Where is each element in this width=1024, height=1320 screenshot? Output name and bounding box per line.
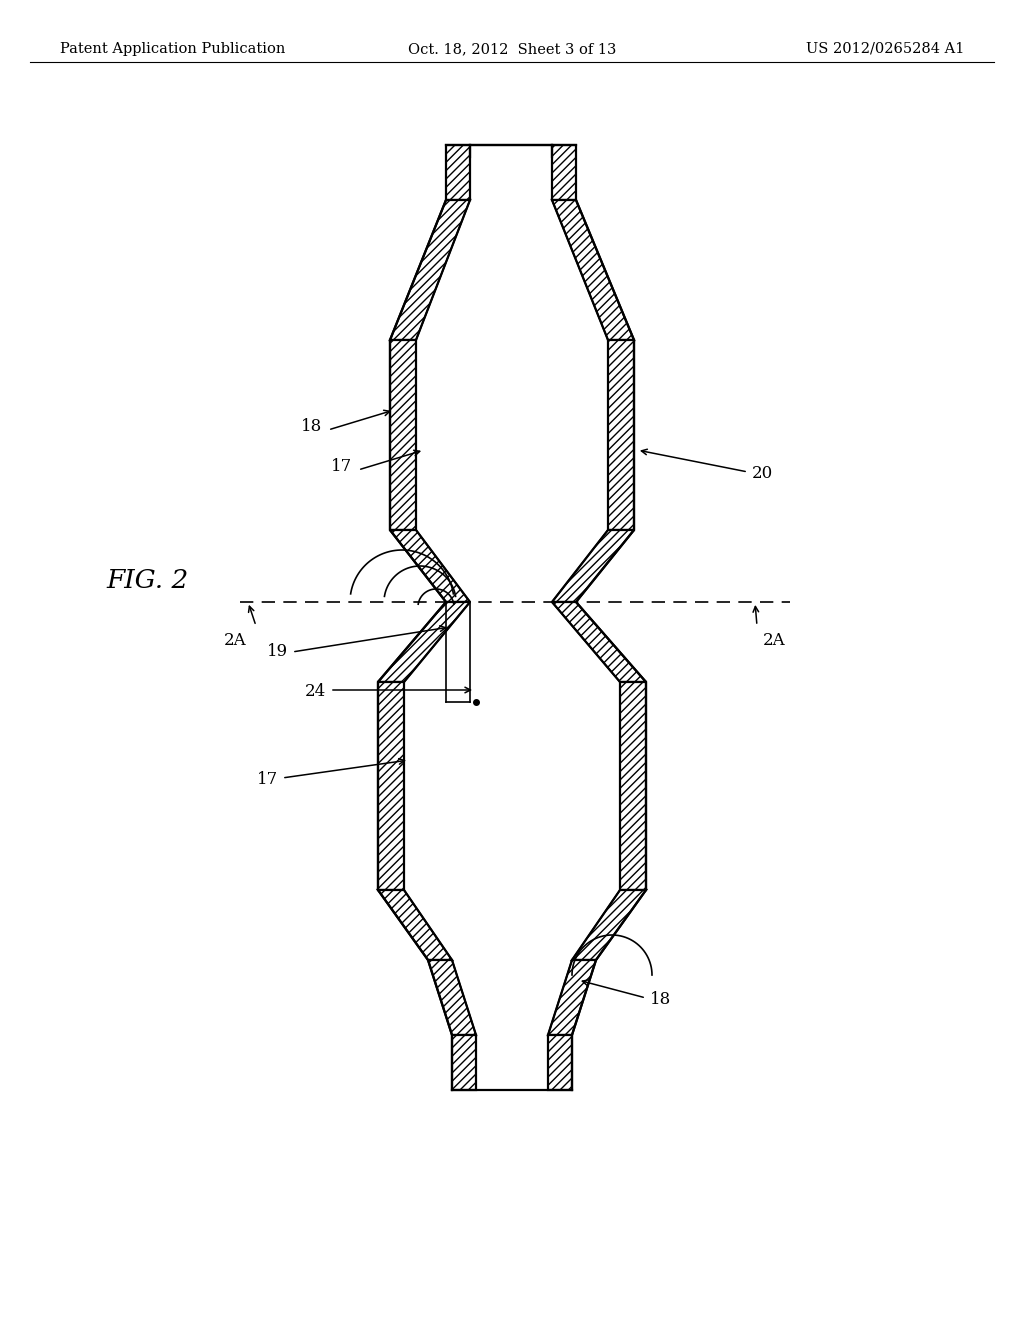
Polygon shape [390,531,470,602]
Polygon shape [572,890,646,960]
Polygon shape [552,201,634,341]
Polygon shape [552,145,575,201]
Polygon shape [378,682,404,890]
Polygon shape [378,602,470,682]
Polygon shape [446,145,470,201]
Text: US 2012/0265284 A1: US 2012/0265284 A1 [806,42,964,55]
Polygon shape [378,890,452,960]
Polygon shape [608,341,634,531]
Polygon shape [548,960,596,1035]
Polygon shape [390,341,416,531]
Text: 20: 20 [752,466,773,483]
Text: 17: 17 [257,771,278,788]
Text: 17: 17 [331,458,352,475]
Text: Oct. 18, 2012  Sheet 3 of 13: Oct. 18, 2012 Sheet 3 of 13 [408,42,616,55]
Text: 24: 24 [305,684,326,701]
Text: 18: 18 [301,418,322,436]
Text: 2A: 2A [763,632,785,649]
Text: FIG. 2: FIG. 2 [106,568,189,593]
Polygon shape [390,201,470,341]
Polygon shape [428,960,476,1035]
Polygon shape [620,682,646,890]
Text: Patent Application Publication: Patent Application Publication [60,42,286,55]
Polygon shape [452,1035,476,1090]
Polygon shape [552,531,634,602]
Polygon shape [552,602,646,682]
Text: 19: 19 [267,644,288,660]
Polygon shape [548,1035,572,1090]
Text: 2A: 2A [223,632,246,649]
Text: 18: 18 [650,991,672,1008]
